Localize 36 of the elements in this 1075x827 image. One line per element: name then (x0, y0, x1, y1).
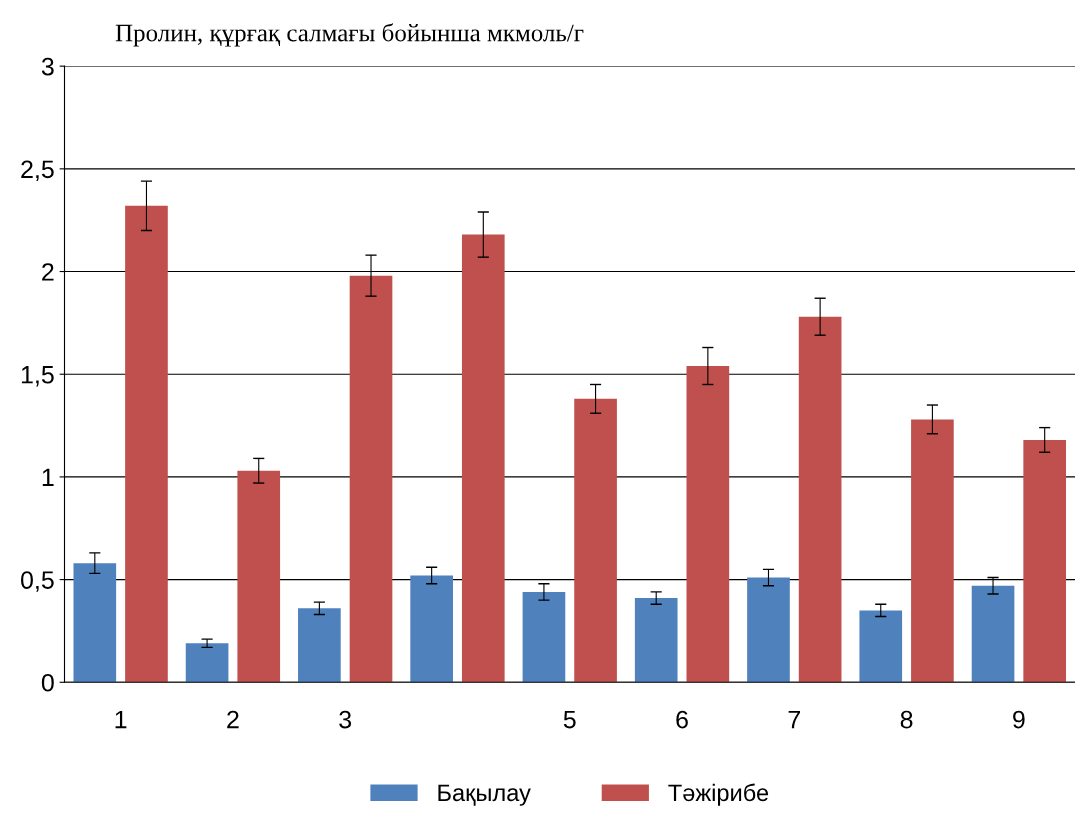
bar (859, 610, 903, 683)
bar (73, 563, 117, 683)
y-tick-label: 2 (42, 263, 54, 281)
bar (747, 577, 790, 683)
y-tick-label: 1 (42, 468, 54, 486)
bar (410, 575, 453, 683)
y-tick-label: 2,5 (21, 160, 54, 182)
x-tick-label: 8 (900, 710, 913, 729)
x-tick-label: 6 (676, 710, 688, 729)
bar (125, 205, 168, 683)
bar (298, 608, 341, 683)
y-tick-label: 1,5 (21, 366, 54, 387)
y-tick-label: 0 (41, 673, 54, 692)
x-tick-label: 5 (563, 710, 576, 729)
bar (237, 470, 281, 683)
chart-title: Пролин, құрғақ салмағы бойынша мкмоль/г (115, 23, 584, 47)
x-tick-label: 3 (339, 710, 352, 729)
x-tick-label: 9 (1013, 710, 1025, 729)
x-tick-label: 7 (788, 710, 800, 729)
bar (798, 316, 842, 683)
bar (461, 234, 505, 683)
bar (522, 591, 566, 683)
bar (1023, 439, 1067, 683)
bar (634, 598, 678, 683)
x-tick-label: 1 (115, 710, 127, 729)
legend-label: Бақылау (438, 784, 531, 806)
y-tick-label: 0,5 (21, 571, 54, 592)
y-tick-label: 3 (41, 57, 54, 76)
bar (971, 585, 1015, 683)
bar (185, 643, 229, 683)
bar (574, 398, 617, 683)
x-tick-label: 2 (227, 710, 239, 729)
legend-label: Тәжірибе (668, 783, 769, 806)
bar (349, 275, 393, 683)
bar (911, 419, 954, 683)
bar (686, 366, 730, 683)
